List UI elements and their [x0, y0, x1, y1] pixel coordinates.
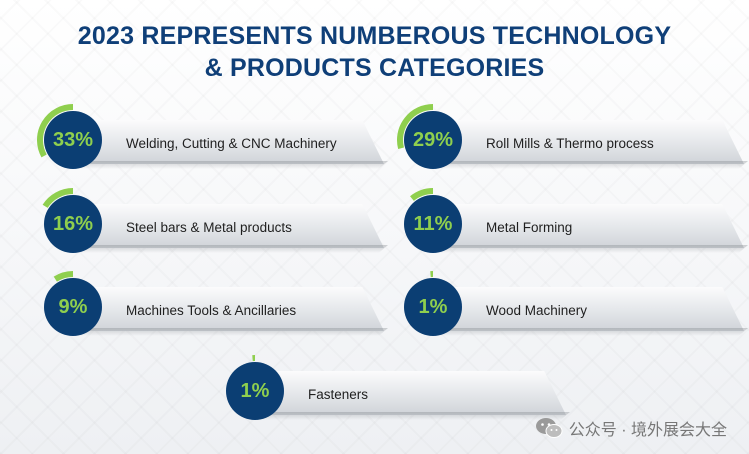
label-band: [74, 120, 384, 164]
category-label: Welding, Cutting & CNC Machinery: [126, 135, 337, 151]
category-item: 16% Steel bars & Metal products: [38, 188, 388, 269]
ring-circle: [226, 362, 284, 420]
ring-progress-arc: [397, 104, 434, 149]
category-item: 1% Fasteners: [220, 354, 570, 436]
label-band: [74, 204, 384, 248]
label-band-shadow: [260, 412, 570, 420]
label-band-shadow: [438, 161, 748, 169]
ring-progress-arc: [53, 271, 74, 282]
category-label: Wood Machinery: [486, 302, 588, 318]
percentage-ring: [226, 354, 284, 420]
ring-progress-arc: [410, 188, 434, 201]
category-item: 33% Welding, Cutting & CNC Machinery: [37, 104, 388, 185]
watermark-text: 公众号 · 境外展会大全: [568, 422, 727, 439]
percentage-value: 11%: [413, 213, 453, 235]
category-label: Roll Mills & Thermo process: [486, 135, 654, 151]
label-band-shadow: [78, 328, 388, 336]
label-band: [434, 204, 744, 248]
page-title: 2023 REPRESENTS NUMBEROUS TECHNOLOGY & P…: [0, 20, 749, 84]
title-line-2: & PRODUCTS CATEGORIES: [204, 54, 545, 82]
ring-circle: [44, 278, 102, 336]
category-label: Fasteners: [308, 386, 369, 402]
label-band-shadow: [78, 161, 388, 169]
category-label: Metal Forming: [486, 219, 573, 235]
percentage-value: 33%: [52, 129, 94, 151]
percentage-ring: [37, 104, 102, 169]
label-band-shadow: [438, 328, 748, 336]
label-band: [434, 120, 744, 164]
ring-progress-arc: [42, 188, 74, 209]
ring-progress-arc: [37, 104, 74, 158]
label-band-shadow: [78, 245, 388, 253]
watermark: 公众号 · 境外展会大全: [535, 416, 727, 440]
label-band: [434, 287, 744, 331]
ring-circle: [404, 278, 462, 336]
percentage-ring: [397, 104, 462, 169]
percentage-value: 1%: [240, 380, 270, 402]
ring-circle: [404, 195, 462, 253]
percentage-ring: [404, 188, 462, 253]
label-band: [74, 287, 384, 331]
label-band-shadow: [438, 245, 748, 253]
percentage-value: 16%: [52, 213, 94, 235]
category-item: 29% Roll Mills & Thermo process: [397, 104, 748, 185]
percentage-value: 1%: [418, 296, 448, 318]
wechat-icon: [535, 418, 563, 438]
category-item: 9% Machines Tools & Ancillaries: [38, 271, 388, 352]
percentage-ring: [404, 270, 462, 336]
percentage-ring: [42, 188, 102, 253]
ring-circle: [44, 195, 102, 253]
title-line-1: 2023 REPRESENTS NUMBEROUS TECHNOLOGY: [77, 22, 672, 50]
category-label: Steel bars & Metal products: [126, 219, 292, 235]
category-label: Machines Tools & Ancillaries: [126, 302, 297, 318]
label-band: [256, 371, 566, 415]
category-item: 11% Metal Forming: [398, 188, 748, 269]
category-item: 1% Wood Machinery: [398, 270, 748, 352]
percentage-ring: [44, 271, 102, 336]
percentage-value: 29%: [412, 129, 454, 151]
percentage-value: 9%: [58, 296, 88, 318]
ring-circle: [404, 111, 462, 169]
ring-circle: [44, 111, 102, 169]
